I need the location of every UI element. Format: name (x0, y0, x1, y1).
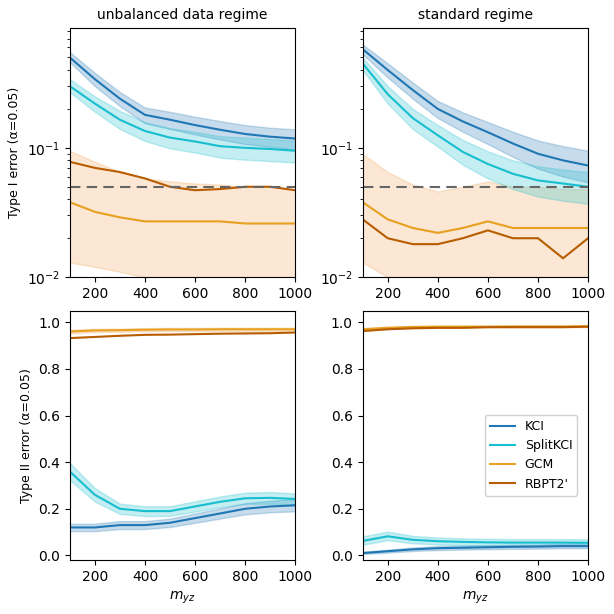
Title: standard regime: standard regime (418, 9, 533, 22)
X-axis label: $m_{yz}$: $m_{yz}$ (169, 589, 196, 605)
Title: unbalanced data regime: unbalanced data regime (98, 9, 268, 22)
Y-axis label: Type I error (α=0.05): Type I error (α=0.05) (9, 87, 21, 218)
Legend: KCI, SplitKCI, GCM, RBPT2': KCI, SplitKCI, GCM, RBPT2' (484, 415, 577, 495)
Y-axis label: Type II error (α=0.05): Type II error (α=0.05) (20, 368, 33, 503)
X-axis label: $m_{yz}$: $m_{yz}$ (462, 589, 489, 605)
